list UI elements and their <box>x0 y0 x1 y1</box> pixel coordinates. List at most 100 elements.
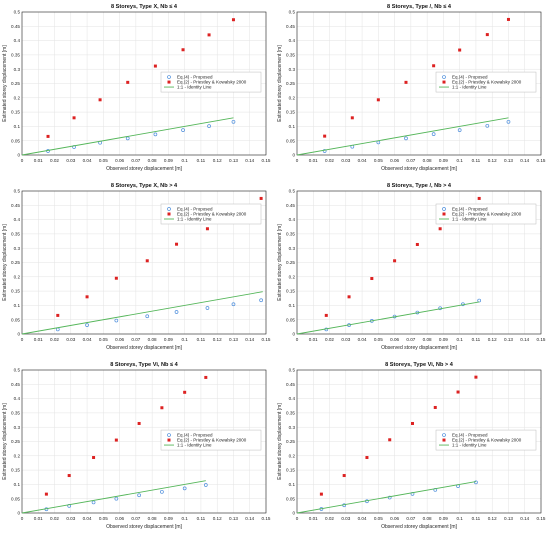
proposed-point <box>506 119 511 124</box>
priestley-point <box>477 196 481 200</box>
y-tick-label: 0.4 <box>289 396 296 401</box>
priestley-point <box>44 492 48 496</box>
x-tick-label: 0.13 <box>229 337 238 342</box>
x-tick-label: 0.01 <box>34 158 43 163</box>
x-tick-label: 0.11 <box>197 158 206 163</box>
y-tick-label: 0.2 <box>14 274 21 279</box>
x-axis-label: Observed storey displacement [m] <box>106 345 182 351</box>
priestley-point <box>365 456 369 460</box>
x-tick-label: 0.01 <box>34 516 43 521</box>
proposed-point <box>231 119 236 124</box>
y-axis-label: Estimated storey displacement [m] <box>277 403 283 480</box>
priestley-point <box>485 33 489 37</box>
x-tick-label: 0.06 <box>390 516 399 521</box>
legend-priestley-label: Eq.(2) - Priestley & Kowalsky 2000 <box>452 212 522 217</box>
priestley-point <box>231 18 235 22</box>
legend-identity-label: 1:1 - Identity Line <box>177 217 212 222</box>
x-tick-label: 0.14 <box>245 516 254 521</box>
legend-proposed-label: Eq.(4) - Proposed <box>452 75 488 80</box>
y-axis-label: Estimated storey displacement [m] <box>2 403 8 480</box>
x-tick-label: 0.06 <box>390 158 399 163</box>
priestley-point <box>137 421 141 425</box>
legend-priestley-marker <box>442 438 446 442</box>
legend-proposed-marker <box>167 433 171 437</box>
y-tick-label: 0.05 <box>286 496 295 501</box>
x-tick-label: 0.09 <box>164 516 173 521</box>
x-tick-label: 0.13 <box>229 516 238 521</box>
proposed-point <box>231 302 236 307</box>
chart-panel-2: 0 0.01 0.02 0.03 0.04 0.05 0.06 0.07 0.08 0.09 0.1… <box>277 4 546 172</box>
x-tick-label: 0.08 <box>148 337 157 342</box>
y-tick-label: 0.5 <box>14 189 21 194</box>
proposed-point <box>125 136 130 141</box>
priestley-point <box>72 116 76 120</box>
legend-box <box>160 71 262 93</box>
x-axis-label: Observed storey displacement [m] <box>106 166 182 172</box>
priestley-point <box>432 64 436 68</box>
y-tick-label: 0.5 <box>14 10 21 15</box>
x-tick-label: 0.14 <box>520 158 529 163</box>
y-tick-label: 0.05 <box>11 317 20 322</box>
x-tick-label: 0.13 <box>504 516 513 521</box>
legend-proposed-marker <box>167 207 171 211</box>
chart-title: 8 Storeys, Type X, Nb > 4 <box>111 183 178 189</box>
y-tick-label: 0.05 <box>286 138 295 143</box>
y-tick-label: 0.25 <box>11 439 20 444</box>
x-tick-label: 0.07 <box>131 516 140 521</box>
x-tick-label: 0.07 <box>406 337 415 342</box>
x-tick-label: 0.12 <box>488 516 497 521</box>
priestley-point <box>259 196 263 200</box>
x-tick-label: 0.02 <box>50 337 59 342</box>
y-tick-label: 0.3 <box>14 246 21 251</box>
x-tick-label: 0.08 <box>423 158 432 163</box>
x-tick-label: 0.04 <box>358 158 367 163</box>
y-tick-label: 0 <box>17 332 20 337</box>
axes-box <box>296 190 542 335</box>
x-tick-label: 0.07 <box>131 158 140 163</box>
proposed-point <box>457 128 462 132</box>
priestley-point <box>456 390 460 394</box>
x-tick-label: 0.09 <box>164 337 173 342</box>
priestley-point <box>175 242 179 246</box>
y-tick-label: 0.5 <box>289 10 296 15</box>
priestley-point <box>404 80 408 84</box>
y-tick-label: 0.25 <box>286 81 295 86</box>
x-tick-label: 0.15 <box>262 516 271 521</box>
proposed-point <box>85 323 89 327</box>
x-tick-label: 0.14 <box>520 337 529 342</box>
x-tick-label: 0.06 <box>390 337 399 342</box>
x-tick-label: 0.05 <box>374 158 383 163</box>
x-tick-label: 0.07 <box>406 516 415 521</box>
priestley-point <box>183 390 187 394</box>
y-tick-label: 0.1 <box>14 482 21 487</box>
priestley-point <box>433 405 437 409</box>
proposed-point <box>181 128 185 132</box>
x-tick-label: 0.02 <box>50 516 59 521</box>
y-tick-label: 0.1 <box>14 303 21 308</box>
priestley-point <box>204 375 208 379</box>
x-tick-label: 0.02 <box>50 158 59 163</box>
x-tick-label: 0.03 <box>341 516 350 521</box>
priestley-point <box>370 277 374 281</box>
proposed-point <box>431 132 436 136</box>
y-axis-label: Estimated storey displacement [m] <box>2 45 8 122</box>
chart-panel-6: 0 0.01 0.02 0.03 0.04 0.05 0.06 0.07 0.08 0.09 0.1… <box>277 362 546 530</box>
proposed-point <box>207 124 211 128</box>
identity-line <box>296 117 509 156</box>
y-tick-label: 0.5 <box>289 368 296 373</box>
chart-panel-1: 0 0.01 0.02 0.03 0.04 0.05 0.06 0.07 0.08 0.09 0.1… <box>2 4 271 172</box>
x-tick-label: 0.14 <box>245 158 254 163</box>
legend-proposed-marker <box>442 433 446 437</box>
x-tick-label: 0.13 <box>229 158 238 163</box>
y-tick-label: 0.05 <box>286 317 295 322</box>
chart-title: 8 Storeys, Type /, Nb ≤ 4 <box>387 4 452 10</box>
x-tick-label: 0.01 <box>309 516 318 521</box>
legend-proposed-marker <box>442 75 446 79</box>
x-tick-label: 0.05 <box>374 337 383 342</box>
y-tick-label: 0.05 <box>11 138 20 143</box>
y-tick-label: 0.35 <box>11 232 20 237</box>
x-tick-label: 0.1 <box>456 516 463 521</box>
